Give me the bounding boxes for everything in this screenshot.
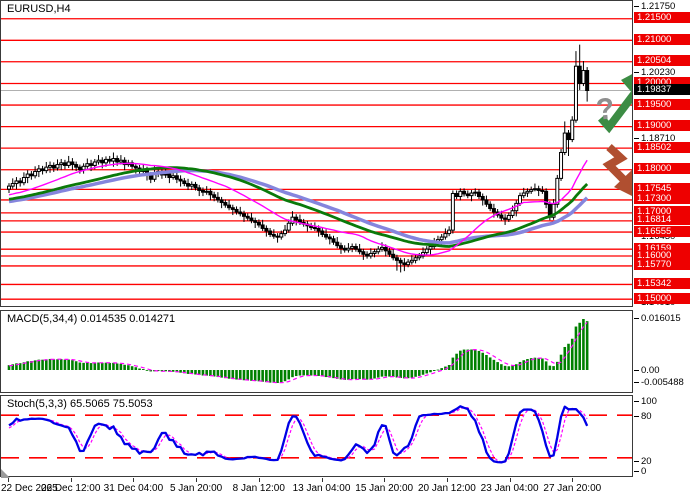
time-axis-label: 13 Jan 04:00 xyxy=(292,483,351,494)
price-level-badge: 1.16159 xyxy=(634,242,690,254)
price-chart-panel[interactable]: ? EURUSD,H4 xyxy=(0,0,633,307)
macd-panel[interactable]: MACD(5,34,4) 0.014535 0.014271 xyxy=(0,310,633,393)
time-axis-tick xyxy=(196,478,198,482)
time-axis-tick xyxy=(572,478,574,482)
mouse-cursor-icon xyxy=(1,469,10,478)
time-axis-label: 26 Dec 12:00 xyxy=(40,483,101,494)
price-level-badge: 1.17000 xyxy=(634,206,690,218)
price-axis-tick: 0 xyxy=(633,466,647,477)
stochastic-oscillator[interactable] xyxy=(1,396,632,476)
up-arrow-icon xyxy=(598,91,632,134)
price-level-badge: 1.16000 xyxy=(634,249,690,261)
price-level-badge: 1.19000 xyxy=(634,120,690,132)
stochastic-indicator-label: Stoch(5,3,3) 65.5065 75.5053 xyxy=(7,398,153,410)
time-axis-tick xyxy=(133,478,135,482)
price-level-badge: 1.15770 xyxy=(634,259,690,271)
up-arrow-icon xyxy=(621,74,632,93)
symbol-timeframe-label: EURUSD,H4 xyxy=(7,3,71,15)
time-axis-label: 5 Jan 20:00 xyxy=(169,483,223,494)
down-arrow-icon xyxy=(614,169,632,196)
macd-indicator-label: MACD(5,34,4) 0.014535 0.014271 xyxy=(7,313,176,325)
price-axis-tick: 100 xyxy=(634,396,657,407)
price-axis-tick: 1.21750 xyxy=(633,1,676,13)
stochastic-panel[interactable]: Stoch(5,3,3) 65.5065 75.5053 xyxy=(0,395,633,477)
price-level-badge: 1.19837 xyxy=(634,84,690,95)
time-axis-tick xyxy=(258,478,260,482)
time-axis-tick xyxy=(8,478,9,482)
price-level-badge: 1.21500 xyxy=(634,12,690,24)
price-level-badge: 1.15000 xyxy=(634,292,690,304)
price-level-badge: 1.17545 xyxy=(634,182,690,194)
down-arrow-icon xyxy=(602,144,628,184)
price-axis[interactable]: 1.217501.202301.187101.164301.149101.215… xyxy=(633,0,700,478)
time-axis-tick xyxy=(321,478,323,482)
forecast-annotation: ? xyxy=(594,74,632,196)
time-axis-tick xyxy=(384,478,386,482)
price-level-badge: 1.19500 xyxy=(634,98,690,110)
price-level-badge: 1.18000 xyxy=(634,163,690,175)
price-level-badge: 1.20504 xyxy=(634,55,690,67)
time-axis-tick xyxy=(70,478,72,482)
price-axis-tick: 0.00 xyxy=(634,365,660,376)
time-axis-label: 8 Jan 12:00 xyxy=(232,483,285,494)
time-axis-tick xyxy=(446,478,448,482)
time-axis-tick xyxy=(509,478,511,482)
time-axis-label: 27 Jan 20:00 xyxy=(543,483,602,494)
price-axis-tick: 0.016015 xyxy=(634,313,681,324)
price-axis-tick: 1.20230 xyxy=(633,67,676,79)
time-axis-label: 23 Jan 04:00 xyxy=(480,483,539,494)
time-axis-label: 31 Dec 04:00 xyxy=(103,483,164,494)
price-level-badge: 1.16814 xyxy=(634,214,690,226)
price-level-badge: 1.17300 xyxy=(634,193,690,205)
price-level-badge: 1.16555 xyxy=(634,225,690,237)
time-axis-label: 20 Jan 12:00 xyxy=(417,483,476,494)
time-axis-label: 22 Dec 2025 xyxy=(1,483,58,494)
question-mark-annotation: ? xyxy=(594,92,616,127)
price-axis-tick: 20 xyxy=(634,456,652,467)
macd-histogram[interactable] xyxy=(1,311,632,392)
time-axis-label: 15 Jan 20:00 xyxy=(355,483,414,494)
price-level-badge: 1.15342 xyxy=(634,277,690,289)
time-axis[interactable]: 22 Dec 2025 26 Dec 12:00 31 Dec 04:00 5 Jan… xyxy=(0,478,700,500)
price-level-badge: 1.21000 xyxy=(634,33,690,45)
price-axis-tick: 80 xyxy=(634,411,652,422)
price-level-badge: 1.20000 xyxy=(634,76,690,88)
price-axis-tick: -0.005488 xyxy=(634,377,684,388)
price-level-badge: 1.18502 xyxy=(634,141,690,153)
candlestick-chart[interactable]: ? xyxy=(1,1,632,306)
price-axis-tick: 1.18710 xyxy=(633,132,676,144)
